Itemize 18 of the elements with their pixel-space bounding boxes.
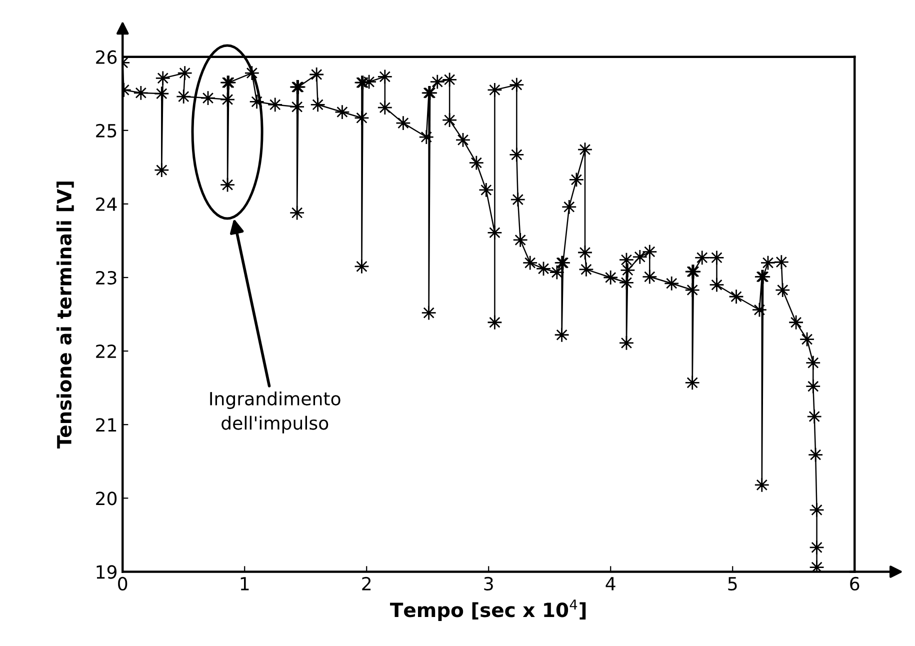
x-tick-label: 0 [118,576,128,591]
y-tick-label: 22 [96,344,116,358]
y-tick-label: 23 [96,270,116,285]
x-axis-title: Tempo [sec x 10$^{4}$] [390,600,586,622]
x-tick-label: 1 [240,577,249,590]
y-tick-label: 26 [96,50,117,64]
x-tick-label: 6 [850,576,860,591]
y-tick-label: 25 [96,124,116,138]
y-tick-label: 20 [96,492,117,506]
x-tick-label: 3 [484,576,493,591]
y-axis-title: Tensione ai terminali [V] [56,182,74,448]
x-tick-label: 2 [362,576,371,590]
annotation: Ingrandimento dell'impulso [210,392,340,434]
x-tick-label: 4 [606,577,616,590]
y-tick-label: 19 [96,565,116,579]
y-tick-label: 21 [96,418,116,432]
y-tick-label: 24 [96,197,117,211]
x-tick-label: 5 [728,577,737,591]
